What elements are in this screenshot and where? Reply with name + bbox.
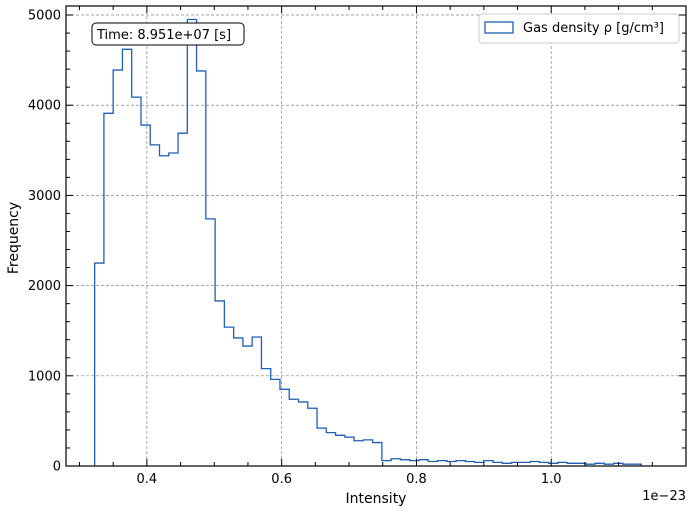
histogram-bar	[150, 145, 159, 466]
x-tick-label: 0.4	[137, 472, 158, 487]
y-tick-label: 0	[53, 460, 61, 475]
y-tick-label: 2000	[28, 279, 61, 294]
histogram-bar	[95, 263, 104, 466]
histogram-bar	[363, 440, 372, 466]
x-offset-label: 1e−23	[642, 489, 686, 504]
histogram-bar	[484, 461, 493, 466]
histogram-bar	[447, 461, 456, 466]
y-tick-label: 4000	[28, 99, 61, 114]
histogram-bar	[224, 327, 233, 466]
histogram-bar	[465, 461, 474, 466]
histogram-bar	[308, 408, 317, 466]
x-axis-label: Intensity	[346, 491, 407, 507]
plot-frame	[65, 5, 687, 467]
time-annotation: Time: 8.951e+07 [s]	[91, 22, 245, 46]
histogram-bar	[141, 125, 150, 466]
histogram-bar	[132, 97, 141, 466]
histogram-bar	[410, 461, 419, 466]
annotation-box	[91, 22, 245, 46]
legend: Gas density ρ [g/cm³]	[478, 13, 680, 44]
histogram-outline	[93, 18, 643, 466]
histogram-bar	[437, 461, 446, 466]
histogram-bar	[456, 461, 465, 466]
tick-labels: 0.4 0.6 0.8 1.0 0 1000 2000 3000 4000 5000	[28, 9, 562, 487]
histogram-bar	[169, 153, 178, 466]
annotation-text: Time: 8.951e+07 [s]	[96, 28, 231, 43]
histogram-bar	[419, 460, 428, 466]
histogram-bar	[271, 379, 280, 466]
histogram-bar	[206, 219, 215, 466]
histogram-bar	[261, 369, 270, 466]
y-tick-label: 1000	[28, 369, 61, 384]
histogram-bar	[373, 443, 382, 466]
histogram-bar	[104, 113, 113, 466]
histogram-bar	[289, 399, 298, 466]
histogram-bar	[391, 459, 400, 466]
legend-swatch	[484, 21, 514, 34]
y-tick-label: 3000	[28, 189, 61, 204]
legend-box	[478, 13, 680, 44]
histogram-bar	[234, 338, 243, 466]
histogram-bar	[122, 49, 131, 466]
histogram-bar	[178, 133, 187, 466]
x-tick-label: 0.8	[406, 472, 427, 487]
histogram-bar	[113, 70, 122, 466]
axis-ticks	[66, 6, 687, 467]
histogram-bar	[299, 402, 308, 466]
histogram-bar	[382, 461, 391, 466]
histogram-bar	[400, 460, 409, 466]
histogram-bar	[243, 346, 252, 466]
histogram-bar	[280, 389, 289, 466]
histogram-bar	[428, 461, 437, 466]
legend-label: Gas density ρ [g/cm³]	[523, 21, 664, 36]
histogram-bar	[160, 156, 169, 466]
histogram-bar	[336, 435, 345, 466]
x-tick-label: 1.0	[541, 472, 562, 487]
y-axis-label: Frequency	[6, 202, 22, 274]
histogram-bar	[345, 437, 354, 466]
x-tick-label: 0.6	[271, 472, 292, 487]
histogram-bar	[215, 301, 224, 466]
histogram-bar	[354, 441, 363, 466]
histogram-bar	[197, 71, 206, 466]
histogram-bar	[187, 20, 196, 466]
histogram-bar	[317, 428, 326, 466]
histogram-bar	[326, 433, 335, 466]
histogram-bar	[252, 337, 261, 466]
y-tick-label: 5000	[28, 9, 61, 24]
histogram-bar	[530, 461, 539, 466]
